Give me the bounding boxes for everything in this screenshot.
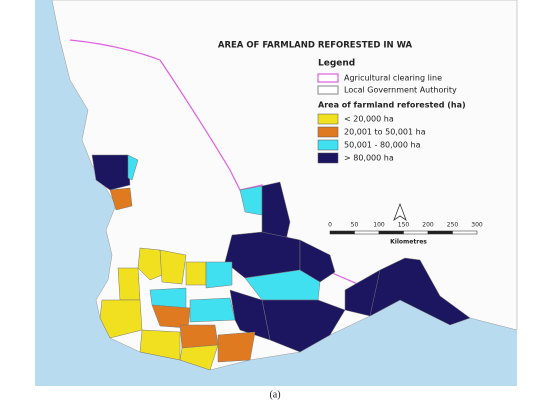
- region: [91, 154, 131, 191]
- region: [159, 249, 187, 285]
- legend-swatch: [317, 152, 339, 164]
- scale-tick-label: 200: [422, 222, 434, 229]
- scale-segment: [403, 230, 429, 235]
- caption: (a): [269, 389, 280, 400]
- legend-label: < 20,000 ha: [344, 115, 394, 124]
- region: [261, 181, 291, 241]
- region: [99, 299, 143, 339]
- legend-label: Agricultural clearing line: [344, 74, 442, 83]
- legend: Agricultural clearing line Local Governme…: [317, 73, 457, 164]
- region: [229, 289, 271, 341]
- legend-title: Legend: [318, 59, 355, 69]
- scale-tick-label: 100: [373, 222, 385, 229]
- scale-unit: Kilometres: [390, 239, 427, 246]
- region: [127, 154, 139, 181]
- scale-tick-label: 150: [398, 222, 410, 229]
- region: [224, 231, 301, 279]
- north-arrow-shape: [393, 202, 407, 222]
- region: [217, 331, 256, 363]
- legend-label: Local Government Authority: [344, 86, 457, 95]
- legend-swatch: [317, 73, 339, 83]
- legend-swatch: [317, 113, 339, 125]
- legend-swatch: [317, 85, 339, 95]
- legend-swatch: [317, 126, 339, 138]
- scale-segment: [427, 230, 453, 235]
- region: [369, 257, 471, 326]
- legend-label: 20,001 to 50,001 ha: [344, 128, 426, 137]
- region: [179, 344, 219, 371]
- scale-tick-label: 250: [447, 222, 459, 229]
- region: [189, 297, 236, 323]
- region: [299, 239, 336, 283]
- scale-segment: [329, 230, 355, 235]
- scale-segment: [354, 230, 380, 235]
- scale-segment: [378, 230, 404, 235]
- scale-segment: [452, 230, 478, 235]
- scale-tick-label: 300: [471, 222, 483, 229]
- legend-label: > 80,000 ha: [344, 154, 394, 163]
- region: [244, 269, 321, 301]
- region: [137, 247, 163, 281]
- region: [205, 261, 233, 289]
- map-title: AREA OF FARMLAND REFORESTED IN WA: [218, 41, 413, 51]
- region: [149, 287, 187, 309]
- north-arrow: [393, 202, 407, 222]
- region: [109, 187, 133, 211]
- scale-bar: 0 50 100 150 200 250 300 Kilometres: [328, 222, 483, 246]
- scale-tick-label: 0: [328, 222, 332, 229]
- region: [185, 261, 207, 286]
- region: [117, 267, 141, 301]
- legend-classes-title: Area of farmland reforested (ha): [318, 101, 466, 110]
- lga-regions: [91, 154, 471, 371]
- legend-label: 50,001 - 80,000 ha: [344, 141, 421, 150]
- legend-swatch: [317, 139, 339, 151]
- scale-tick-label: 50: [351, 222, 359, 229]
- region: [179, 324, 219, 349]
